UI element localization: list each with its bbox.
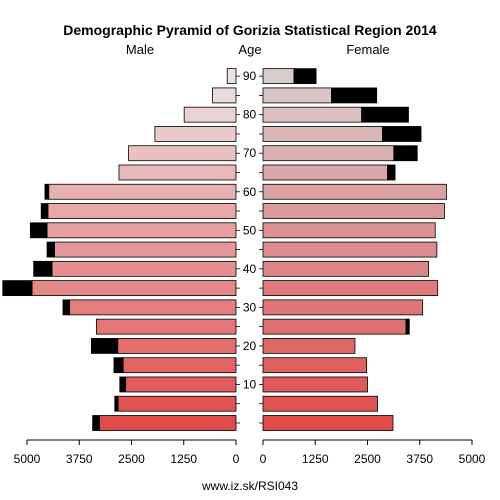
female-surplus-25-29 <box>405 318 410 335</box>
age-tick-label-30: 30 <box>243 300 257 314</box>
female-surplus-85-89 <box>331 87 378 104</box>
male-bar-65-69 <box>118 164 237 181</box>
female-bar-35-39 <box>262 280 439 297</box>
male-x-tick-label: 1250 <box>170 452 197 466</box>
male-surplus-55-59 <box>40 203 49 219</box>
male-bar-85-89 <box>212 87 237 104</box>
male-x-tick-label: 2500 <box>118 452 145 466</box>
female-bar-15-19 <box>262 357 368 374</box>
female-surplus-65-69 <box>387 164 396 181</box>
age-tick-label-60: 60 <box>243 185 257 199</box>
male-surplus-10-14 <box>119 376 127 393</box>
male-surplus-50-54 <box>29 222 48 239</box>
male-bar-20-24 <box>117 338 237 354</box>
male-bar-30-34 <box>69 299 237 316</box>
male-bar-60-64 <box>48 183 237 200</box>
male-x-tick-label: 5000 <box>14 452 41 466</box>
male-bar-10-14 <box>125 376 237 393</box>
male-surplus-30-34 <box>62 299 71 316</box>
male-x-tick-label: 3750 <box>66 452 93 466</box>
female-bar-25-29 <box>262 318 407 335</box>
age-tick-label-70: 70 <box>243 146 257 160</box>
age-tick-label-50: 50 <box>243 223 257 237</box>
age-tick-label-20: 20 <box>243 339 257 353</box>
male-bar-75-79 <box>154 126 237 142</box>
male-bar-90+ <box>226 68 237 85</box>
chart-title: Demographic Pyramid of Gorizia Statistic… <box>63 22 437 38</box>
male-bar-80-84 <box>183 106 237 123</box>
female-bar-90+ <box>262 68 295 85</box>
male-bar-50-54 <box>46 222 237 239</box>
male-bar-5-9 <box>117 395 237 412</box>
male-surplus-20-24 <box>90 338 119 354</box>
female-surplus-75-79 <box>382 126 422 142</box>
male-surplus-45-49 <box>46 241 55 258</box>
male-bar-55-59 <box>47 203 237 219</box>
female-x-tick-label: 2500 <box>354 452 381 466</box>
female-bar-50-54 <box>262 222 436 239</box>
male-surplus-40-44 <box>33 260 53 277</box>
female-bar-85-89 <box>262 87 332 104</box>
male-surplus-5-9 <box>114 395 119 412</box>
age-tick-label-80: 80 <box>243 108 257 122</box>
source-footer: www.iz.sk/RSI043 <box>201 479 298 493</box>
female-bar-20-24 <box>262 338 356 354</box>
female-x-tick-label: 3750 <box>406 452 433 466</box>
female-bar-40-44 <box>262 260 429 277</box>
age-tick-label-10: 10 <box>243 377 257 391</box>
male-bar-45-49 <box>54 241 237 258</box>
male-surplus-15-19 <box>113 357 124 374</box>
female-bar-5-9 <box>262 395 378 412</box>
female-bar-0-4 <box>262 415 394 431</box>
female-bar-10-14 <box>262 376 368 393</box>
female-bar-45-49 <box>262 241 438 258</box>
female-surplus-70-74 <box>393 145 418 162</box>
female-x-tick-label: 0 <box>260 452 267 466</box>
female-bar-60-64 <box>262 183 447 200</box>
female-x-tick-label: 5000 <box>459 452 486 466</box>
female-bar-30-34 <box>262 299 424 316</box>
male-surplus-35-39 <box>2 280 33 297</box>
male-surplus-0-4 <box>92 415 100 431</box>
female-bar-55-59 <box>262 203 445 219</box>
female-label: Female <box>346 42 389 57</box>
male-x-tick-label: 0 <box>233 452 240 466</box>
female-surplus-80-84 <box>361 106 409 123</box>
axes-group: 10 20 30 40 50 60 70 80 90 5000 3750 2500 1250 0 0 1250… <box>14 69 486 466</box>
age-label: Age <box>238 42 261 57</box>
female-surplus-90+ <box>293 68 317 85</box>
female-bar-75-79 <box>262 126 383 142</box>
male-bar-0-4 <box>98 415 237 431</box>
female-bar-65-69 <box>262 164 388 181</box>
male-surplus-60-64 <box>44 183 50 200</box>
female-bar-70-74 <box>262 145 395 162</box>
female-x-tick-label: 1250 <box>302 452 329 466</box>
age-tick-label-90: 90 <box>243 69 257 83</box>
male-bar-70-74 <box>128 145 237 162</box>
age-tick-label-40: 40 <box>243 262 257 276</box>
male-bar-15-19 <box>122 357 237 374</box>
male-bar-25-29 <box>95 318 237 335</box>
male-bar-40-44 <box>51 260 237 277</box>
male-label: Male <box>126 42 154 57</box>
bars-group <box>2 68 447 431</box>
male-bar-35-39 <box>31 280 237 297</box>
female-bar-80-84 <box>262 106 363 123</box>
